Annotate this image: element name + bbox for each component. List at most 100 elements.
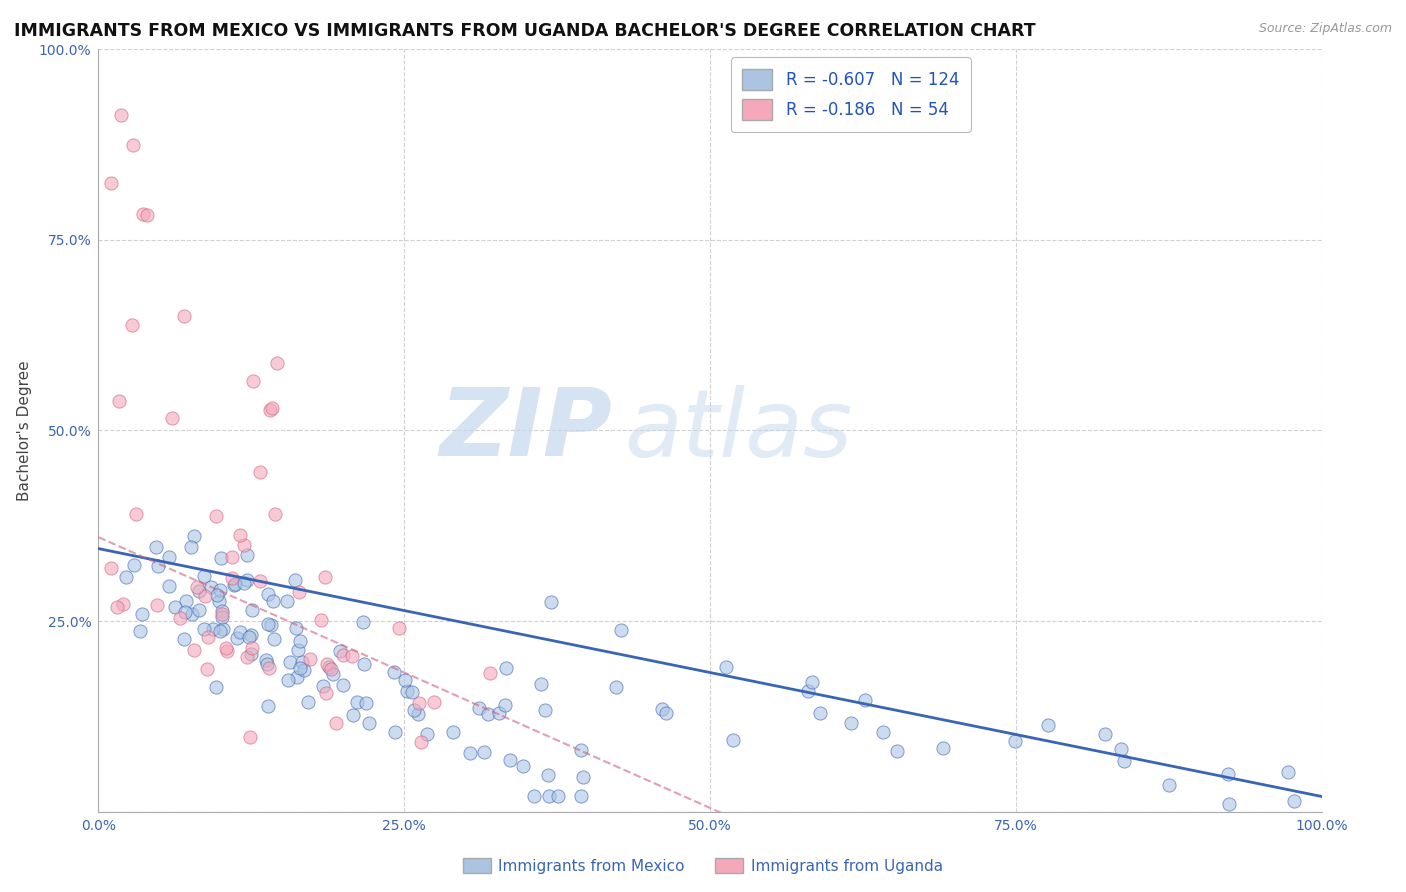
Point xyxy=(276,594,298,608)
Point xyxy=(468,701,491,715)
Point xyxy=(547,789,569,804)
Point xyxy=(110,108,132,122)
Point xyxy=(277,673,299,687)
Point xyxy=(263,632,285,647)
Point xyxy=(290,633,312,648)
Point xyxy=(249,465,271,479)
Point xyxy=(129,624,152,639)
Point xyxy=(382,665,405,679)
Point xyxy=(205,509,228,524)
Point xyxy=(233,575,256,590)
Point xyxy=(886,743,908,757)
Point xyxy=(314,570,336,584)
Point xyxy=(254,653,277,667)
Point xyxy=(240,640,263,655)
Point xyxy=(855,693,877,707)
Point xyxy=(107,394,129,409)
Point xyxy=(145,540,167,554)
Point xyxy=(257,661,280,675)
Point xyxy=(163,600,186,615)
Point xyxy=(288,660,311,674)
Point xyxy=(239,628,262,642)
Point xyxy=(193,622,215,636)
Point xyxy=(931,741,953,756)
Point xyxy=(1094,727,1116,741)
Point xyxy=(395,684,418,698)
Point xyxy=(211,607,233,622)
Point xyxy=(240,648,263,662)
Point xyxy=(100,177,122,191)
Point xyxy=(266,356,288,370)
Point xyxy=(209,550,232,565)
Point xyxy=(537,768,560,782)
Point xyxy=(340,648,363,663)
Point xyxy=(495,661,517,675)
Point xyxy=(1036,718,1059,732)
Point xyxy=(401,685,423,699)
Y-axis label: Bachelor's Degree: Bachelor's Degree xyxy=(17,360,32,500)
Point xyxy=(458,747,481,761)
Point xyxy=(494,698,516,712)
Point xyxy=(124,558,146,572)
Point xyxy=(208,582,231,597)
Point xyxy=(236,548,259,562)
Point xyxy=(1004,734,1026,748)
Point xyxy=(352,615,374,629)
Point xyxy=(1114,754,1136,768)
Point xyxy=(239,731,262,745)
Point xyxy=(115,570,138,584)
Point xyxy=(357,715,380,730)
Point xyxy=(353,657,375,671)
Point xyxy=(288,584,311,599)
Point xyxy=(808,706,831,721)
Point xyxy=(512,758,534,772)
Point xyxy=(205,588,228,602)
Point xyxy=(187,603,209,617)
Point xyxy=(354,697,377,711)
Point xyxy=(297,695,319,709)
Point xyxy=(342,708,364,723)
Point xyxy=(346,695,368,709)
Text: ZIP: ZIP xyxy=(439,384,612,476)
Point xyxy=(173,632,195,647)
Point xyxy=(488,706,510,721)
Point xyxy=(285,670,308,684)
Point xyxy=(479,666,502,681)
Point xyxy=(180,540,202,554)
Point xyxy=(423,695,446,709)
Point xyxy=(201,622,224,636)
Point xyxy=(242,374,264,388)
Text: IMMIGRANTS FROM MEXICO VS IMMIGRANTS FROM UGANDA BACHELOR'S DEGREE CORRELATION C: IMMIGRANTS FROM MEXICO VS IMMIGRANTS FRO… xyxy=(14,22,1036,40)
Point xyxy=(394,673,416,688)
Point xyxy=(839,716,862,731)
Point xyxy=(872,724,894,739)
Point xyxy=(332,678,354,692)
Point xyxy=(472,745,495,759)
Point xyxy=(260,618,283,632)
Point xyxy=(221,571,243,585)
Point xyxy=(205,680,228,694)
Point xyxy=(200,580,222,594)
Point xyxy=(721,733,744,747)
Point xyxy=(169,611,191,625)
Point xyxy=(284,573,307,587)
Point xyxy=(111,597,134,611)
Point xyxy=(221,549,243,564)
Point xyxy=(160,411,183,425)
Point xyxy=(145,598,167,612)
Point xyxy=(183,643,205,657)
Point xyxy=(540,594,562,608)
Point xyxy=(224,577,246,591)
Point xyxy=(538,789,561,804)
Point xyxy=(226,631,249,645)
Point xyxy=(122,137,145,152)
Point xyxy=(224,577,246,591)
Point xyxy=(240,603,263,617)
Point xyxy=(236,574,259,588)
Point xyxy=(801,675,824,690)
Point xyxy=(309,613,332,627)
Point xyxy=(285,620,308,634)
Point xyxy=(1216,767,1239,781)
Point xyxy=(329,644,352,658)
Point xyxy=(315,686,337,700)
